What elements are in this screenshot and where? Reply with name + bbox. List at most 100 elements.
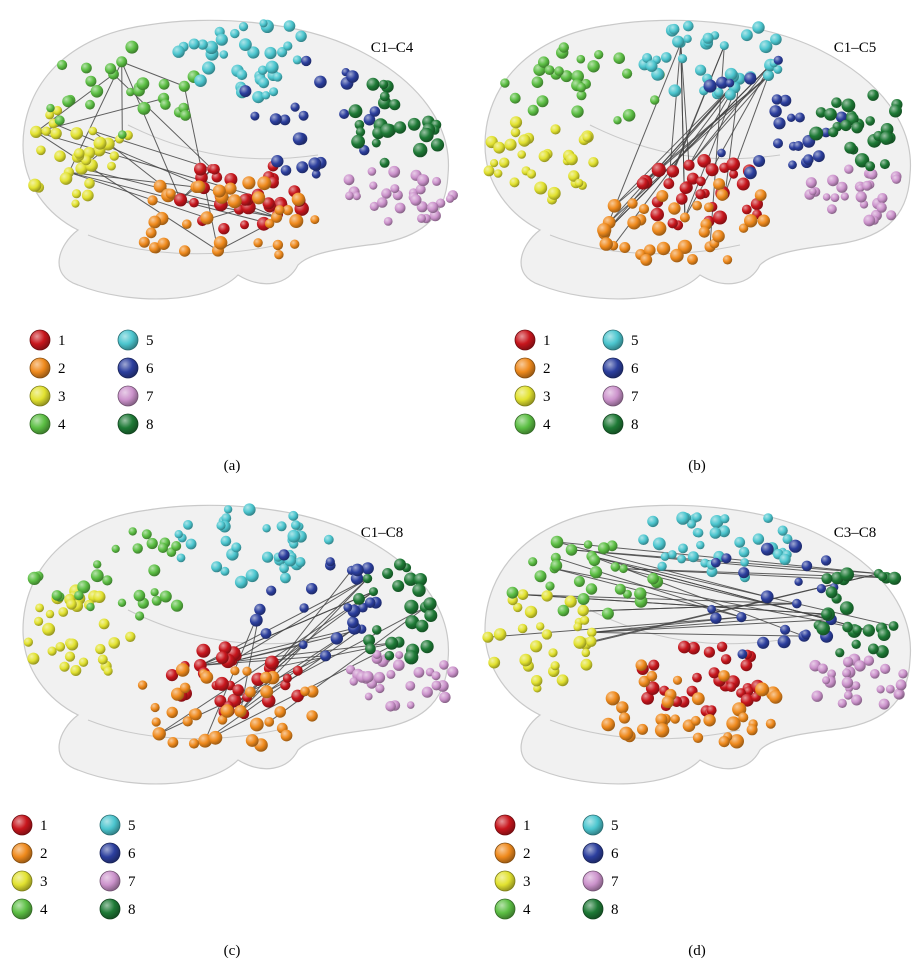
electrode-node-cluster-6 bbox=[803, 154, 814, 165]
electrode-node-cluster-2 bbox=[646, 670, 658, 682]
electrode-node-cluster-5 bbox=[211, 561, 223, 573]
electrode-node-cluster-3 bbox=[513, 602, 523, 613]
electrode-node-cluster-4 bbox=[148, 564, 161, 577]
electrode-node-cluster-4 bbox=[158, 78, 170, 90]
electrode-node-cluster-5 bbox=[277, 47, 288, 58]
electrode-node-cluster-4 bbox=[622, 109, 636, 122]
electrode-node-cluster-5 bbox=[724, 89, 736, 101]
electrode-node-cluster-7 bbox=[435, 198, 446, 208]
electrode-node-cluster-2 bbox=[149, 242, 161, 254]
electrode-node-cluster-2 bbox=[656, 190, 669, 202]
electrode-node-cluster-2 bbox=[138, 236, 150, 248]
electrode-node-cluster-7 bbox=[877, 193, 888, 204]
electrode-node-cluster-5 bbox=[230, 28, 240, 39]
electrode-node-cluster-6 bbox=[707, 604, 716, 614]
electrode-node-cluster-3 bbox=[36, 145, 46, 156]
electrode-node-cluster-7 bbox=[841, 676, 854, 689]
legend-swatch bbox=[602, 385, 624, 407]
electrode-node-cluster-5 bbox=[292, 55, 302, 65]
electrode-node-cluster-5 bbox=[223, 505, 233, 514]
connection-line bbox=[121, 61, 123, 135]
electrode-node-cluster-6 bbox=[325, 557, 335, 567]
electrode-node-cluster-4 bbox=[46, 103, 55, 113]
electrode-node-cluster-2 bbox=[280, 729, 293, 742]
connection-line bbox=[266, 606, 426, 693]
electrode-node-cluster-3 bbox=[58, 607, 69, 617]
electrode-node-cluster-4 bbox=[647, 572, 659, 585]
electrode-node-cluster-6 bbox=[359, 145, 370, 156]
electrode-node-cluster-7 bbox=[844, 164, 854, 174]
electrode-node-cluster-8 bbox=[355, 127, 366, 137]
electrode-node-cluster-7 bbox=[431, 680, 442, 691]
legend-swatch bbox=[602, 413, 624, 435]
electrode-node-cluster-1 bbox=[641, 691, 654, 705]
connection-line bbox=[591, 613, 829, 633]
electrode-node-cluster-2 bbox=[192, 180, 206, 193]
electrode-node-cluster-8 bbox=[382, 568, 394, 579]
electrode-node-cluster-7 bbox=[417, 174, 430, 187]
legend-swatch bbox=[582, 870, 604, 892]
connection-line bbox=[724, 78, 740, 194]
electrode-node-cluster-6 bbox=[280, 165, 292, 176]
electrode-node-cluster-7 bbox=[817, 663, 828, 674]
electrode-node-cluster-7 bbox=[432, 176, 442, 186]
electrode-node-cluster-4 bbox=[159, 590, 172, 603]
electrode-node-cluster-3 bbox=[533, 684, 542, 693]
electrode-node-cluster-7 bbox=[840, 192, 849, 201]
electrode-node-cluster-2 bbox=[310, 215, 320, 225]
electrode-node-cluster-4 bbox=[111, 544, 120, 553]
electrode-node-cluster-3 bbox=[70, 127, 83, 140]
connection-line bbox=[684, 78, 740, 218]
electrode-node-cluster-2 bbox=[189, 708, 202, 721]
electrode-node-cluster-8 bbox=[835, 648, 845, 658]
electrode-node-cluster-5 bbox=[219, 50, 229, 59]
connection-line bbox=[591, 631, 805, 637]
electrode-node-cluster-8 bbox=[809, 126, 824, 141]
electrode-node-cluster-6 bbox=[254, 603, 266, 616]
electrode-node-cluster-2 bbox=[738, 712, 749, 723]
electrode-node-cluster-4 bbox=[587, 60, 600, 73]
panel-title: C1–C8 bbox=[361, 525, 404, 541]
electrode-node-cluster-6 bbox=[788, 160, 797, 170]
electrode-node-cluster-3 bbox=[88, 126, 98, 136]
electrode-node-cluster-5 bbox=[668, 23, 680, 35]
electrode-node-cluster-8 bbox=[815, 107, 827, 118]
electrode-node-cluster-3 bbox=[564, 595, 577, 608]
electrode-node-cluster-7 bbox=[385, 701, 396, 712]
electrode-node-cluster-6 bbox=[821, 127, 831, 138]
electrode-node-cluster-4 bbox=[132, 543, 143, 554]
electrode-node-cluster-2 bbox=[605, 691, 620, 706]
electrode-node-cluster-1 bbox=[678, 640, 691, 654]
electrode-node-cluster-2 bbox=[654, 723, 670, 738]
electrode-node-cluster-5 bbox=[239, 38, 252, 51]
electrode-node-cluster-3 bbox=[581, 648, 591, 658]
electrode-nodes bbox=[482, 511, 908, 749]
electrode-node-cluster-4 bbox=[538, 56, 550, 68]
electrode-node-cluster-4 bbox=[51, 590, 63, 601]
electrode-node-cluster-5 bbox=[724, 67, 738, 81]
electrode-node-cluster-8 bbox=[816, 621, 830, 636]
electrode-node-cluster-4 bbox=[160, 99, 171, 110]
legend-swatch bbox=[11, 870, 33, 892]
electrode-node-cluster-8 bbox=[379, 91, 390, 102]
legend-label: 6 bbox=[128, 846, 136, 862]
electrode-node-cluster-6 bbox=[792, 598, 802, 609]
electrode-node-cluster-3 bbox=[504, 138, 517, 151]
legend-label: 5 bbox=[146, 333, 154, 349]
electrode-node-cluster-7 bbox=[822, 193, 831, 201]
electrode-node-cluster-7 bbox=[836, 181, 848, 193]
electrode-node-cluster-5 bbox=[323, 534, 334, 545]
electrode-node-cluster-3 bbox=[73, 148, 85, 159]
electrode-node-cluster-6 bbox=[757, 636, 770, 649]
electrode-node-cluster-5 bbox=[677, 554, 686, 564]
electrode-node-cluster-2 bbox=[726, 716, 741, 731]
electrode-node-cluster-5 bbox=[252, 91, 265, 104]
electrode-node-cluster-3 bbox=[574, 178, 584, 188]
electrode-node-cluster-6 bbox=[780, 624, 791, 635]
electrode-node-cluster-6 bbox=[296, 161, 309, 174]
electrode-node-cluster-5 bbox=[269, 87, 279, 97]
electrode-node-cluster-3 bbox=[541, 590, 553, 602]
electrode-node-cluster-4 bbox=[54, 115, 65, 126]
electrode-node-cluster-3 bbox=[493, 141, 506, 154]
electrode-node-cluster-4 bbox=[135, 611, 145, 621]
